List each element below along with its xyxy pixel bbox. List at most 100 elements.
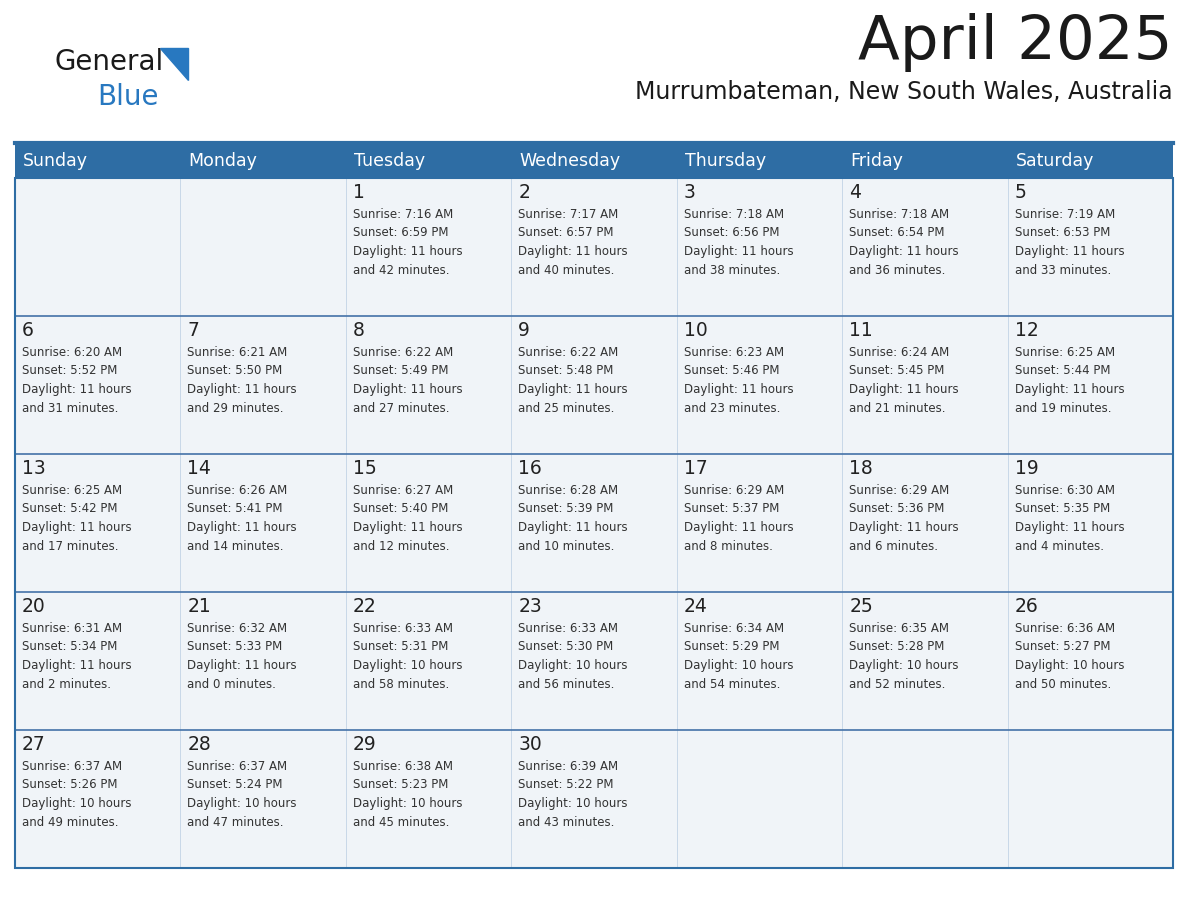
Text: Daylight: 11 hours: Daylight: 11 hours [23, 659, 132, 672]
Text: Daylight: 11 hours: Daylight: 11 hours [353, 245, 462, 258]
Text: Daylight: 11 hours: Daylight: 11 hours [353, 383, 462, 396]
Bar [181, 730, 346, 868]
Bar [15, 592, 181, 730]
Polygon shape [160, 48, 188, 80]
Text: Sunset: 5:26 PM: Sunset: 5:26 PM [23, 778, 118, 791]
Text: Daylight: 11 hours: Daylight: 11 hours [1015, 245, 1124, 258]
Text: Monday: Monday [189, 151, 258, 170]
Text: Daylight: 10 hours: Daylight: 10 hours [1015, 659, 1124, 672]
Text: and 0 minutes.: and 0 minutes. [188, 677, 277, 690]
Text: Sunrise: 6:37 AM: Sunrise: 6:37 AM [23, 760, 122, 773]
Text: Sunrise: 7:19 AM: Sunrise: 7:19 AM [1015, 208, 1114, 221]
Text: and 33 minutes.: and 33 minutes. [1015, 263, 1111, 276]
Text: Sunset: 5:29 PM: Sunset: 5:29 PM [684, 641, 779, 654]
Bar [15, 143, 1173, 178]
Text: 2: 2 [518, 183, 530, 202]
Text: Sunrise: 6:28 AM: Sunrise: 6:28 AM [518, 484, 619, 497]
Text: Daylight: 11 hours: Daylight: 11 hours [188, 659, 297, 672]
Bar [677, 316, 842, 454]
Text: and 52 minutes.: and 52 minutes. [849, 677, 946, 690]
Text: and 2 minutes.: and 2 minutes. [23, 677, 110, 690]
Text: Sunrise: 6:25 AM: Sunrise: 6:25 AM [1015, 346, 1114, 359]
Bar [511, 316, 677, 454]
Text: Sunrise: 6:38 AM: Sunrise: 6:38 AM [353, 760, 453, 773]
Text: Sunset: 5:40 PM: Sunset: 5:40 PM [353, 502, 448, 516]
Text: Sunday: Sunday [23, 151, 88, 170]
Text: Sunrise: 6:36 AM: Sunrise: 6:36 AM [1015, 622, 1114, 635]
Bar [511, 178, 677, 316]
Text: Daylight: 10 hours: Daylight: 10 hours [353, 797, 462, 810]
Text: Daylight: 11 hours: Daylight: 11 hours [23, 521, 132, 534]
Text: and 43 minutes.: and 43 minutes. [518, 815, 614, 829]
Text: 5: 5 [1015, 183, 1026, 202]
Text: Sunrise: 6:33 AM: Sunrise: 6:33 AM [518, 622, 618, 635]
Text: and 47 minutes.: and 47 minutes. [188, 815, 284, 829]
Text: and 23 minutes.: and 23 minutes. [684, 401, 781, 415]
Text: Daylight: 11 hours: Daylight: 11 hours [23, 383, 132, 396]
Text: and 10 minutes.: and 10 minutes. [518, 540, 614, 553]
Text: Daylight: 10 hours: Daylight: 10 hours [849, 659, 959, 672]
Text: Blue: Blue [97, 83, 158, 111]
Text: 16: 16 [518, 459, 542, 478]
Bar [842, 316, 1007, 454]
Bar [511, 454, 677, 592]
Text: Sunrise: 6:27 AM: Sunrise: 6:27 AM [353, 484, 453, 497]
Text: and 14 minutes.: and 14 minutes. [188, 540, 284, 553]
Bar [842, 178, 1007, 316]
Text: Daylight: 10 hours: Daylight: 10 hours [518, 797, 627, 810]
Bar [181, 592, 346, 730]
Text: 26: 26 [1015, 597, 1038, 616]
Text: Sunrise: 6:22 AM: Sunrise: 6:22 AM [353, 346, 453, 359]
Text: and 58 minutes.: and 58 minutes. [353, 677, 449, 690]
Text: Sunset: 5:42 PM: Sunset: 5:42 PM [23, 502, 118, 516]
Text: Daylight: 11 hours: Daylight: 11 hours [1015, 521, 1124, 534]
Text: and 29 minutes.: and 29 minutes. [188, 401, 284, 415]
Text: Saturday: Saturday [1016, 151, 1094, 170]
Text: Sunrise: 6:39 AM: Sunrise: 6:39 AM [518, 760, 619, 773]
Text: Sunrise: 7:17 AM: Sunrise: 7:17 AM [518, 208, 619, 221]
Text: 23: 23 [518, 597, 542, 616]
Bar [677, 178, 842, 316]
Text: Sunrise: 6:35 AM: Sunrise: 6:35 AM [849, 622, 949, 635]
Bar [346, 316, 511, 454]
Text: 24: 24 [684, 597, 708, 616]
Text: and 27 minutes.: and 27 minutes. [353, 401, 449, 415]
Bar [181, 454, 346, 592]
Bar [842, 592, 1007, 730]
Text: Friday: Friday [851, 151, 903, 170]
Text: 20: 20 [23, 597, 46, 616]
Text: Sunrise: 6:24 AM: Sunrise: 6:24 AM [849, 346, 949, 359]
Text: 4: 4 [849, 183, 861, 202]
Bar [1007, 592, 1173, 730]
Text: Daylight: 11 hours: Daylight: 11 hours [353, 521, 462, 534]
Bar [15, 454, 181, 592]
Text: Sunset: 5:33 PM: Sunset: 5:33 PM [188, 641, 283, 654]
Text: Sunset: 5:22 PM: Sunset: 5:22 PM [518, 778, 614, 791]
Text: Sunset: 5:28 PM: Sunset: 5:28 PM [849, 641, 944, 654]
Text: Sunset: 5:24 PM: Sunset: 5:24 PM [188, 778, 283, 791]
Bar [15, 178, 181, 316]
Bar [15, 730, 181, 868]
Text: Sunset: 5:36 PM: Sunset: 5:36 PM [849, 502, 944, 516]
Text: Sunrise: 6:20 AM: Sunrise: 6:20 AM [23, 346, 122, 359]
Text: Sunset: 6:57 PM: Sunset: 6:57 PM [518, 227, 614, 240]
Bar [181, 316, 346, 454]
Text: and 45 minutes.: and 45 minutes. [353, 815, 449, 829]
Bar [346, 454, 511, 592]
Text: Sunset: 5:37 PM: Sunset: 5:37 PM [684, 502, 779, 516]
Text: Daylight: 10 hours: Daylight: 10 hours [188, 797, 297, 810]
Text: 7: 7 [188, 321, 200, 340]
Text: Daylight: 11 hours: Daylight: 11 hours [849, 521, 959, 534]
Text: Sunset: 5:39 PM: Sunset: 5:39 PM [518, 502, 614, 516]
Bar [15, 316, 181, 454]
Text: Sunset: 5:52 PM: Sunset: 5:52 PM [23, 364, 118, 377]
Text: Sunrise: 7:18 AM: Sunrise: 7:18 AM [849, 208, 949, 221]
Bar [677, 592, 842, 730]
Text: Sunset: 5:49 PM: Sunset: 5:49 PM [353, 364, 448, 377]
Text: Tuesday: Tuesday [354, 151, 425, 170]
Text: Sunset: 6:56 PM: Sunset: 6:56 PM [684, 227, 779, 240]
Text: 27: 27 [23, 735, 46, 754]
Bar [346, 592, 511, 730]
Text: Sunset: 5:45 PM: Sunset: 5:45 PM [849, 364, 944, 377]
Text: Sunset: 5:44 PM: Sunset: 5:44 PM [1015, 364, 1110, 377]
